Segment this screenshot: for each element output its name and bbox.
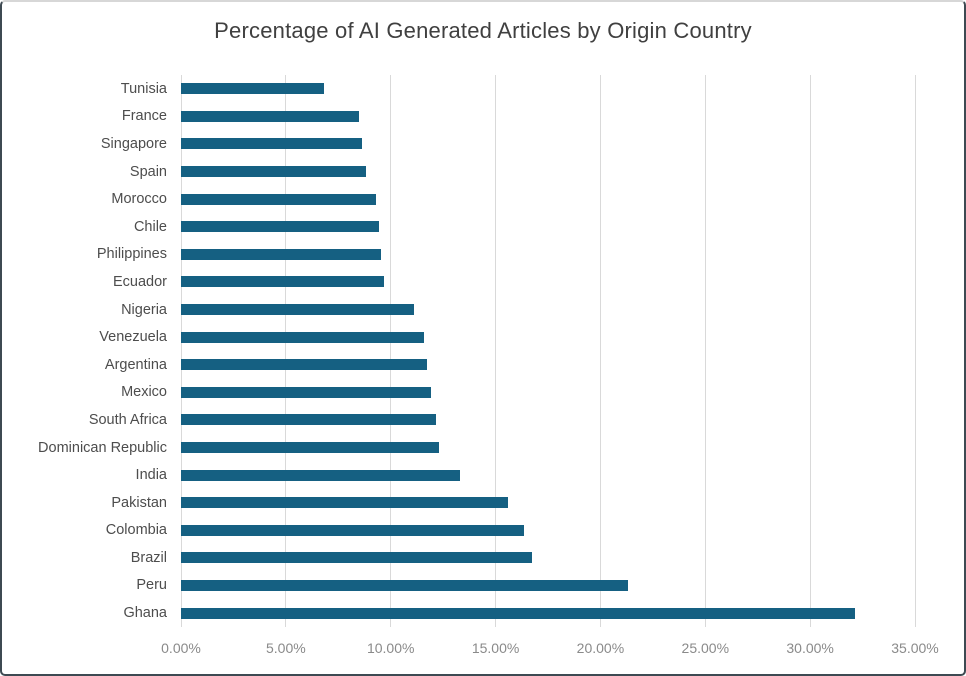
bar <box>181 110 360 122</box>
category-label: Dominican Republic <box>38 439 167 456</box>
bar <box>181 193 377 205</box>
plot-area <box>180 75 916 627</box>
bar-series <box>181 75 915 627</box>
category-label: Morocco <box>111 191 167 208</box>
bar-row <box>181 406 915 434</box>
category-label: Spain <box>129 163 167 180</box>
x-tick-label: 0.00% <box>161 640 201 656</box>
bar <box>181 524 524 536</box>
bar-row <box>181 572 915 600</box>
category-label: Argentina <box>104 356 167 373</box>
bar-row <box>181 323 915 351</box>
bar-row <box>181 599 915 627</box>
bar <box>181 579 628 591</box>
bar <box>181 607 856 619</box>
x-tick-label: 15.00% <box>471 640 520 656</box>
x-tick-label: 25.00% <box>681 640 730 656</box>
category-label: Colombia <box>105 522 167 539</box>
x-tick-label: 10.00% <box>366 640 415 656</box>
bar <box>181 386 431 398</box>
gridline-25 <box>704 75 706 627</box>
chart-title: Percentage of AI Generated Articles by O… <box>214 18 752 43</box>
gridline-10 <box>390 75 392 627</box>
bar-row <box>181 241 915 269</box>
category-label: France <box>121 108 167 125</box>
category-label: Mexico <box>121 384 167 401</box>
bar <box>181 248 382 260</box>
bar <box>181 331 425 343</box>
bar-row <box>181 296 915 324</box>
bar-row <box>181 544 915 572</box>
bar <box>181 359 428 371</box>
bar <box>181 497 509 509</box>
bar-row <box>181 75 915 103</box>
bar-row <box>181 379 915 407</box>
x-tick-label: 30.00% <box>786 640 834 656</box>
x-tick-label: 35.00% <box>891 640 939 656</box>
gridline-30 <box>809 75 811 627</box>
category-label: Ghana <box>123 605 167 622</box>
value-axis: 0.00% 5.00% 10.00% 15.00% 20.00% 25.00% 30.00%… <box>161 640 939 660</box>
x-tick-label: 20.00% <box>576 640 625 656</box>
category-label: Peru <box>136 577 167 594</box>
bar <box>181 469 460 481</box>
category-label: Nigeria <box>121 301 167 318</box>
bar <box>181 442 439 454</box>
bar <box>181 138 363 150</box>
bar-row <box>181 268 915 296</box>
bar-row <box>181 213 915 241</box>
category-label: Brazil <box>130 549 167 566</box>
bar <box>181 414 436 426</box>
bar-row <box>181 351 915 379</box>
category-label: Venezuela <box>99 329 167 346</box>
category-label: South Africa <box>88 411 167 428</box>
bar <box>181 304 414 316</box>
category-label: Chile <box>133 218 167 235</box>
category-label: India <box>135 467 167 484</box>
bar-row <box>181 185 915 213</box>
bar <box>181 276 385 288</box>
bar <box>181 552 533 564</box>
bar-row <box>181 130 915 158</box>
gridline-35 <box>914 75 916 627</box>
bar-row <box>181 461 915 489</box>
category-label: Ecuador <box>112 273 167 290</box>
bar-row <box>181 517 915 545</box>
bar <box>181 221 380 233</box>
category-label: Tunisia <box>120 80 167 97</box>
bar-row <box>181 434 915 462</box>
gridline-5 <box>285 75 287 627</box>
gridline-20 <box>599 75 601 627</box>
bar-row <box>181 489 915 517</box>
bar <box>181 83 324 95</box>
category-label: Pakistan <box>111 494 167 511</box>
category-label: Singapore <box>100 135 167 152</box>
category-label: Philippines <box>96 246 167 263</box>
gridline-0 <box>180 75 182 627</box>
x-tick-label: 5.00% <box>265 640 306 656</box>
bar <box>181 166 366 178</box>
gridline-15 <box>495 75 497 627</box>
bar-row <box>181 158 915 186</box>
bar-row <box>181 103 915 131</box>
category-axis: Tunisia France Singapore Spain Morocco Chile P… <box>2 75 167 627</box>
